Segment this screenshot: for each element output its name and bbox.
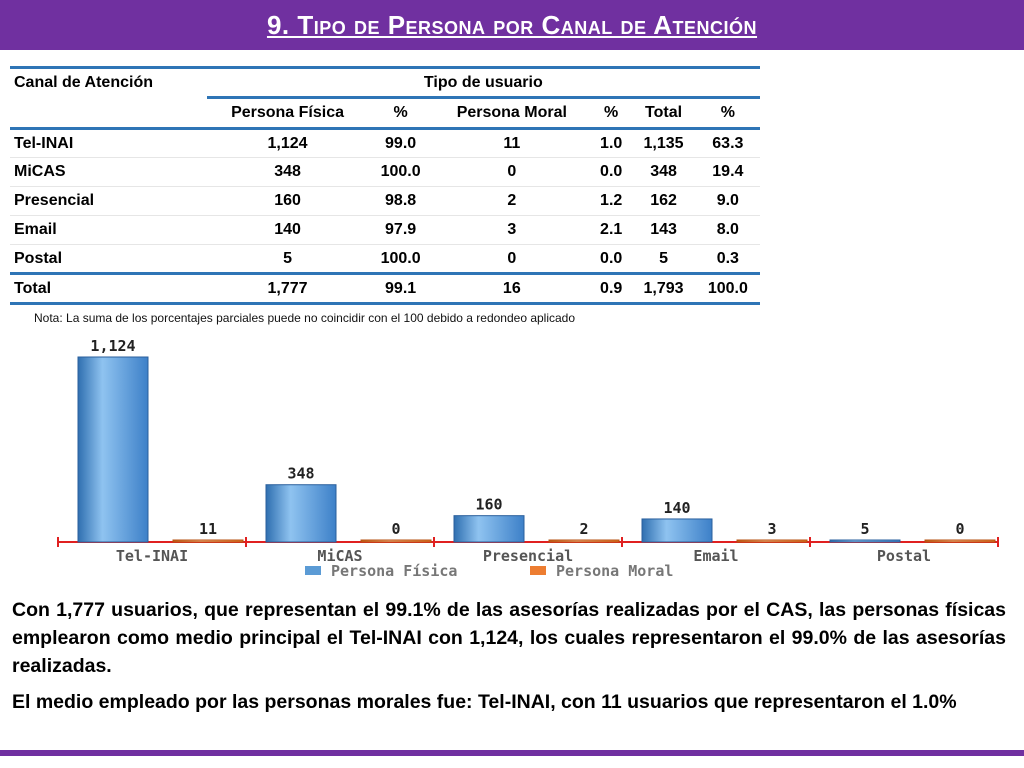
data-label: 1,124 <box>90 337 135 355</box>
cell: 9.0 <box>695 186 760 216</box>
bar <box>736 539 808 543</box>
column-header: Total <box>631 96 696 130</box>
cell: 19.4 <box>695 157 760 187</box>
cell: 3 <box>432 215 591 245</box>
cell: 1.0 <box>590 128 632 158</box>
cell: 1,124 <box>206 128 369 158</box>
corner-header: Canal de Atención <box>10 66 207 98</box>
table-row: MiCAS 348 100.0 0 0.0 348 19.4 <box>10 157 760 187</box>
cell: 0 <box>432 244 591 275</box>
bar-chart: 1,124 11 Tel-INAI 348 0 MiCAS 160 2 Presencial 14… <box>57 337 999 580</box>
table-row: Tel-INAI 1,124 99.0 11 1.0 1,135 63.3 <box>10 128 760 158</box>
cell: 16 <box>432 273 591 305</box>
table-total-row: Total 1,777 99.1 16 0.9 1,793 100.0 <box>10 273 760 305</box>
column-header: % <box>368 96 433 130</box>
cell: 1.2 <box>590 186 632 216</box>
row-label: Presencial <box>10 186 207 216</box>
summary-paragraph: El medio empleado por las personas moral… <box>12 691 957 713</box>
group-header: Tipo de usuario <box>206 66 760 98</box>
bar <box>172 539 244 543</box>
channel-table: Canal de Atención Tipo de usuario Person… <box>10 66 760 305</box>
data-label: 11 <box>199 520 217 538</box>
cell: 0.3 <box>695 244 760 275</box>
legend-swatch <box>530 566 546 575</box>
cell: 1,793 <box>631 273 696 305</box>
data-label: 0 <box>391 520 400 538</box>
category-label: Email <box>693 547 738 565</box>
data-label: 5 <box>860 520 869 538</box>
cell: 5 <box>631 244 696 275</box>
cell: 2 <box>432 186 591 216</box>
cell: 0.0 <box>590 157 632 187</box>
bar <box>829 539 901 543</box>
rounding-note: Nota: La suma de los porcentajes parcial… <box>34 311 576 325</box>
category-label: Presencial <box>483 547 573 565</box>
bar <box>548 539 620 543</box>
bar <box>265 484 337 543</box>
legend-swatch <box>305 566 321 575</box>
cell: 98.8 <box>368 186 433 216</box>
cell: 99.1 <box>368 273 433 305</box>
column-header: % <box>695 96 760 130</box>
cell: 99.0 <box>368 128 433 158</box>
table-group-header-row: Canal de Atención Tipo de usuario <box>10 66 760 98</box>
table-column-header-row: Persona Física % Persona Moral % Total % <box>10 96 760 130</box>
column-header: Persona Física <box>206 96 369 130</box>
cell: 1,777 <box>206 273 369 305</box>
cell: 0.9 <box>590 273 632 305</box>
row-label: MiCAS <box>10 157 207 187</box>
corner-blank <box>10 97 207 130</box>
bar <box>641 518 713 543</box>
cell: 11 <box>432 128 591 158</box>
data-label: 348 <box>287 465 314 483</box>
legend-label: Persona Física <box>331 562 457 580</box>
category-label: Tel-INAI <box>116 547 188 565</box>
cell: 348 <box>206 157 369 187</box>
page-title: 9. Tipo de Persona por Canal de Atención <box>266 9 758 40</box>
row-label: Tel-INAI <box>10 128 207 158</box>
category-label: MiCAS <box>317 547 362 565</box>
cell: 63.3 <box>695 128 760 158</box>
cell: 5 <box>206 244 369 275</box>
row-label: Email <box>10 215 207 245</box>
cell: 1,135 <box>631 128 696 158</box>
bar <box>360 539 432 543</box>
cell: 100.0 <box>368 244 433 275</box>
data-label: 140 <box>663 499 690 517</box>
bar <box>924 539 996 543</box>
cell: 0 <box>432 157 591 187</box>
data-label: 0 <box>955 520 964 538</box>
cell: 100.0 <box>368 157 433 187</box>
category-label: Postal <box>877 547 931 565</box>
cell: 162 <box>631 186 696 216</box>
cell: 143 <box>631 215 696 245</box>
summary-paragraph: Con 1,777 usuarios, que representan el 9… <box>12 599 1006 677</box>
footer-bar <box>0 750 1024 756</box>
title-bar: 9. Tipo de Persona por Canal de Atención <box>0 0 1024 50</box>
table-row: Presencial 160 98.8 2 1.2 162 9.0 <box>10 186 760 216</box>
bar <box>77 356 149 543</box>
table-row: Postal 5 100.0 0 0.0 5 0.3 <box>10 244 760 275</box>
cell: 0.0 <box>590 244 632 275</box>
column-header: % <box>590 96 632 130</box>
row-label: Postal <box>10 244 207 275</box>
cell: 348 <box>631 157 696 187</box>
bar <box>453 515 525 543</box>
data-label: 160 <box>475 496 502 514</box>
data-label: 2 <box>579 520 588 538</box>
column-header: Persona Moral <box>432 96 591 130</box>
cell: 97.9 <box>368 215 433 245</box>
total-label: Total <box>10 273 207 305</box>
data-label: 3 <box>767 520 776 538</box>
cell: 100.0 <box>695 273 760 305</box>
table-row: Email 140 97.9 3 2.1 143 8.0 <box>10 215 760 245</box>
cell: 2.1 <box>590 215 632 245</box>
cell: 140 <box>206 215 369 245</box>
cell: 8.0 <box>695 215 760 245</box>
legend-label: Persona Moral <box>556 562 673 580</box>
cell: 160 <box>206 186 369 216</box>
